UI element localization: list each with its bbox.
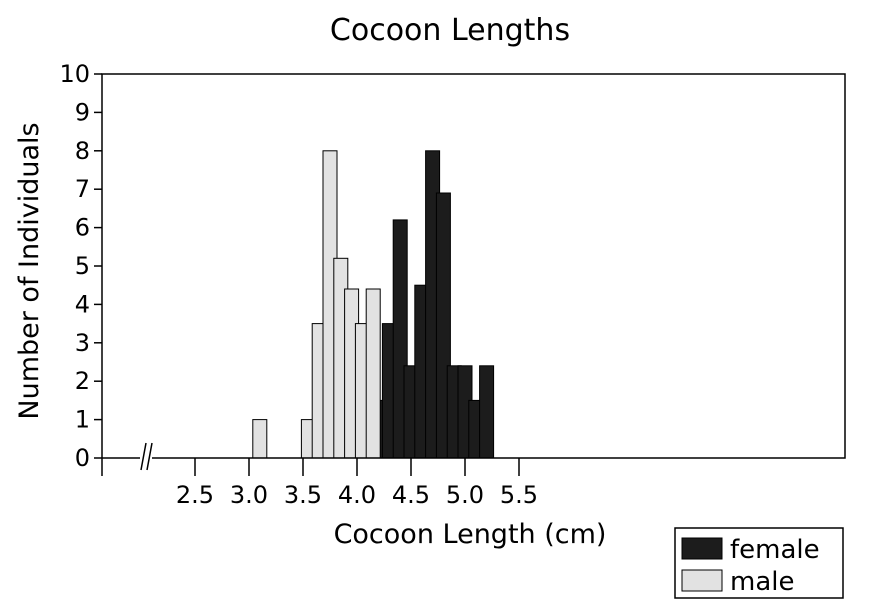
y-tick-label: 4 xyxy=(75,290,90,318)
y-tick-label: 0 xyxy=(75,444,90,472)
x-tick-label: 5.0 xyxy=(446,481,484,509)
y-axis-ticks: 0 1 2 3 4 5 6 7 8 9 10 xyxy=(59,60,102,472)
y-tick-label: 10 xyxy=(59,60,90,88)
plot-frame xyxy=(101,73,846,459)
bar-male xyxy=(252,419,268,459)
legend-swatch-female xyxy=(681,537,723,560)
y-tick-label: 6 xyxy=(75,214,90,242)
legend-label-female: female xyxy=(730,535,820,565)
y-tick-label: 2 xyxy=(75,367,90,395)
x-tick-label: 2.5 xyxy=(176,481,214,509)
y-tick-label: 7 xyxy=(75,175,90,203)
axis-break-mark xyxy=(140,442,153,471)
legend: female male xyxy=(674,527,844,599)
x-tick-label: 3.0 xyxy=(230,481,268,509)
bar-female xyxy=(479,365,495,459)
y-tick-label: 8 xyxy=(75,137,90,165)
legend-label-male: male xyxy=(730,567,794,597)
y-axis-label: Number of Individuals xyxy=(14,122,45,419)
chart-title: Cocoon Lengths xyxy=(330,13,570,48)
x-tick-label: 4.5 xyxy=(392,481,430,509)
bars-layer xyxy=(252,150,495,459)
x-tick-label: 5.5 xyxy=(500,481,538,509)
x-axis-label: Cocoon Length (cm) xyxy=(334,519,607,550)
y-tick-label: 9 xyxy=(75,98,90,126)
x-tick-label: 3.5 xyxy=(284,481,322,509)
y-tick-label: 5 xyxy=(75,252,90,280)
y-tick-label: 3 xyxy=(75,329,90,357)
x-tick-label: 4.0 xyxy=(338,481,376,509)
x-axis-ticks: 2.5 3.0 3.5 4.0 4.5 5.0 5.5 xyxy=(101,458,538,509)
bar-male xyxy=(365,288,381,459)
legend-swatch-male xyxy=(681,569,723,592)
y-tick-label: 1 xyxy=(75,406,90,434)
